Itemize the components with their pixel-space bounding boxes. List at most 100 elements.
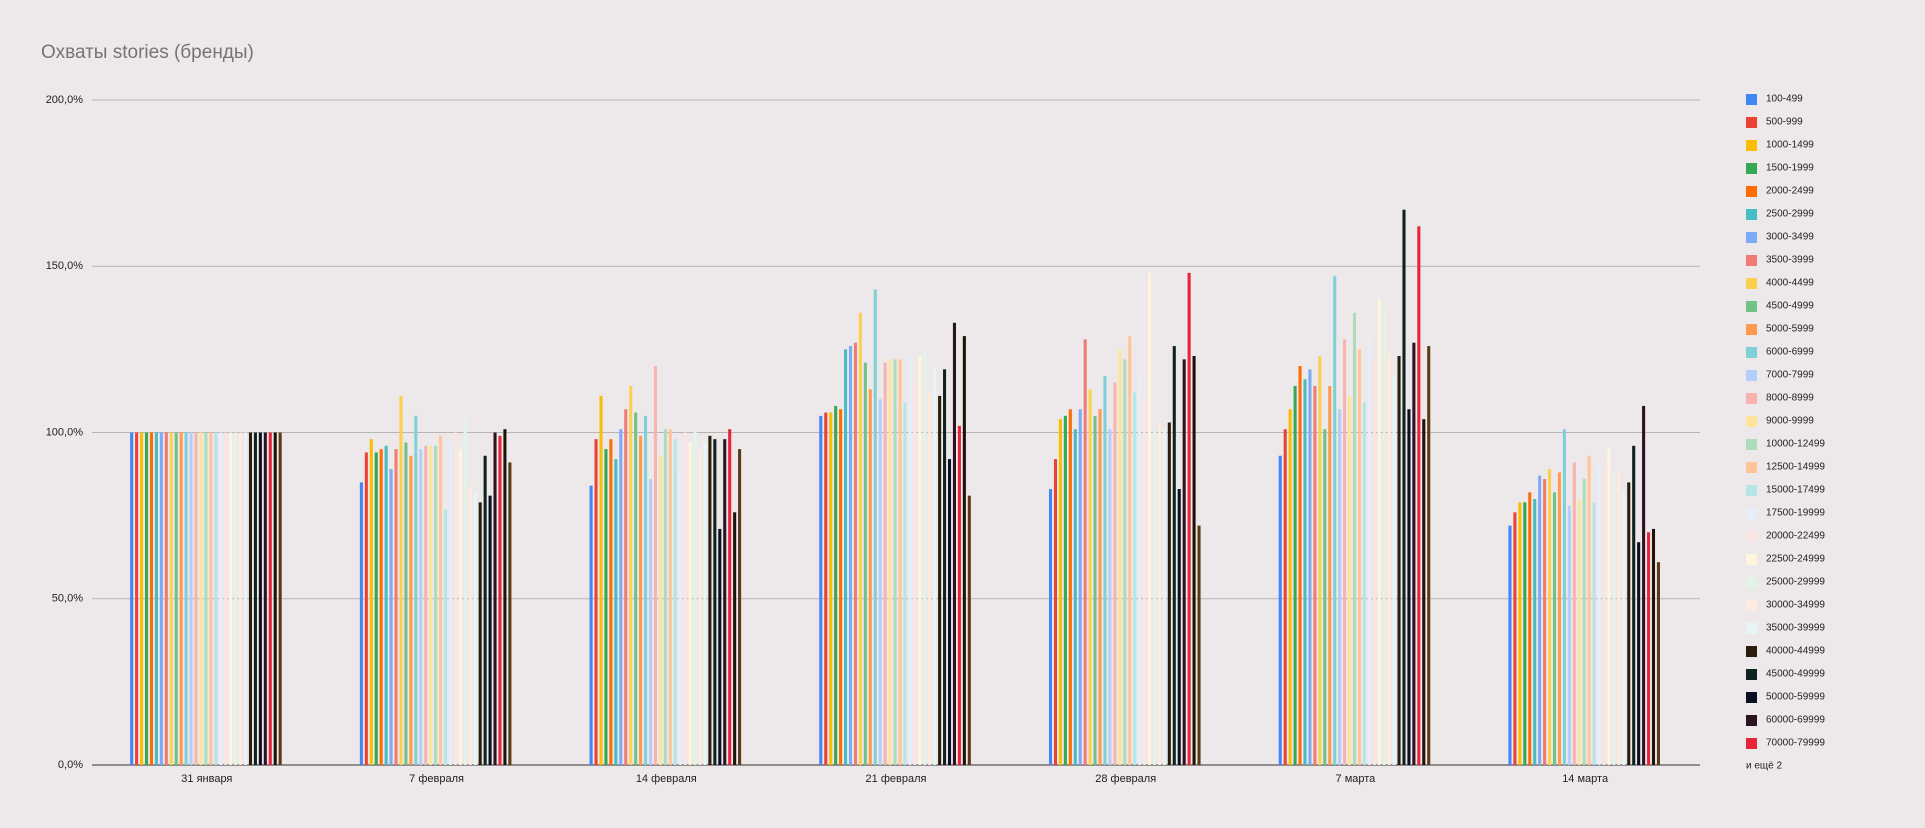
bar: [594, 439, 598, 765]
bar: [648, 479, 653, 765]
bar: [1533, 499, 1537, 765]
bar: [1362, 402, 1366, 765]
bar: [1288, 409, 1292, 765]
bar: [1283, 429, 1287, 765]
bar: [154, 432, 158, 765]
bar: [1157, 422, 1161, 765]
y-tick-label: 100,0%: [46, 426, 84, 438]
bar: [448, 442, 453, 765]
bar: [1333, 276, 1337, 765]
bar: [1078, 409, 1082, 765]
legend-swatch: [1746, 324, 1757, 335]
bar: [273, 432, 277, 765]
bar: [379, 449, 383, 765]
bar: [1123, 359, 1127, 765]
bar: [1182, 359, 1186, 765]
bar: [463, 419, 467, 765]
bar: [199, 432, 203, 765]
legend-swatch: [1746, 209, 1757, 220]
bar: [1133, 392, 1137, 765]
bar: [1597, 465, 1601, 765]
bar: [908, 356, 912, 765]
bar: [678, 469, 682, 765]
bar: [1177, 489, 1181, 765]
bar: [164, 432, 168, 765]
bar: [1068, 409, 1072, 765]
bar: [733, 512, 737, 765]
bar: [1656, 562, 1660, 765]
legend-swatch: [1746, 600, 1757, 611]
bar: [488, 495, 492, 765]
legend-swatch: [1746, 140, 1757, 151]
bar: [619, 429, 623, 765]
x-tick-label: 14 февраля: [636, 773, 697, 785]
bar: [1147, 272, 1152, 765]
bar: [1053, 459, 1058, 765]
legend-swatch: [1746, 278, 1757, 289]
bar: [263, 432, 267, 765]
bar: [1192, 356, 1196, 765]
legend-swatch: [1746, 623, 1757, 634]
bar: [1617, 469, 1621, 765]
bar: [1382, 306, 1386, 765]
bar: [878, 399, 882, 765]
legend-swatch: [1746, 485, 1757, 496]
bar: [1622, 492, 1626, 765]
bar: [683, 432, 687, 765]
bar: [819, 415, 823, 765]
bar: [708, 435, 712, 765]
bar: [1187, 272, 1191, 765]
bar: [848, 346, 853, 765]
bar: [853, 342, 857, 765]
bar: [184, 432, 188, 765]
bar: [1523, 502, 1527, 765]
bar: [1298, 366, 1302, 765]
bar: [1518, 502, 1522, 765]
bar: [688, 442, 692, 765]
bar: [609, 439, 613, 765]
bar: [1552, 492, 1557, 765]
bar: [713, 439, 717, 765]
bar: [1372, 359, 1376, 765]
bar: [1118, 349, 1122, 765]
bar: [658, 455, 662, 765]
bar: [928, 392, 932, 765]
legend-swatch: [1746, 94, 1757, 105]
legend-label: 1500-1999: [1766, 163, 1814, 174]
y-tick-label: 200,0%: [46, 94, 84, 106]
legend-label: 5000-5999: [1766, 324, 1814, 335]
bar: [947, 459, 952, 765]
bar: [414, 415, 418, 765]
bar: [1138, 379, 1142, 765]
bar: [149, 432, 154, 765]
legend-label: 500-999: [1766, 117, 1803, 128]
bar: [493, 432, 497, 765]
bar: [952, 322, 956, 765]
bar: [1582, 479, 1586, 765]
legend-label: 6000-6999: [1766, 347, 1814, 358]
bar: [369, 439, 373, 765]
legend-label: 4000-4499: [1766, 278, 1814, 289]
bar: [858, 312, 862, 765]
bar: [599, 395, 603, 765]
bar: [1352, 312, 1357, 765]
bar: [1397, 356, 1401, 765]
bar: [1088, 389, 1092, 765]
bar: [703, 442, 707, 765]
bar: [503, 429, 507, 765]
legend-label: 1000-1499: [1766, 140, 1814, 151]
bar: [898, 359, 902, 765]
bar: [1572, 462, 1576, 765]
bar: [1557, 472, 1561, 765]
bar: [374, 452, 378, 765]
legend-swatch: [1746, 255, 1757, 266]
bar: [943, 369, 947, 765]
bar: [1587, 455, 1591, 765]
bar: [394, 449, 398, 765]
legend-label: 40000-44999: [1766, 646, 1825, 657]
bar: [1167, 422, 1171, 765]
bar: [1417, 226, 1421, 766]
bar: [1592, 502, 1596, 765]
bar: [639, 435, 643, 765]
